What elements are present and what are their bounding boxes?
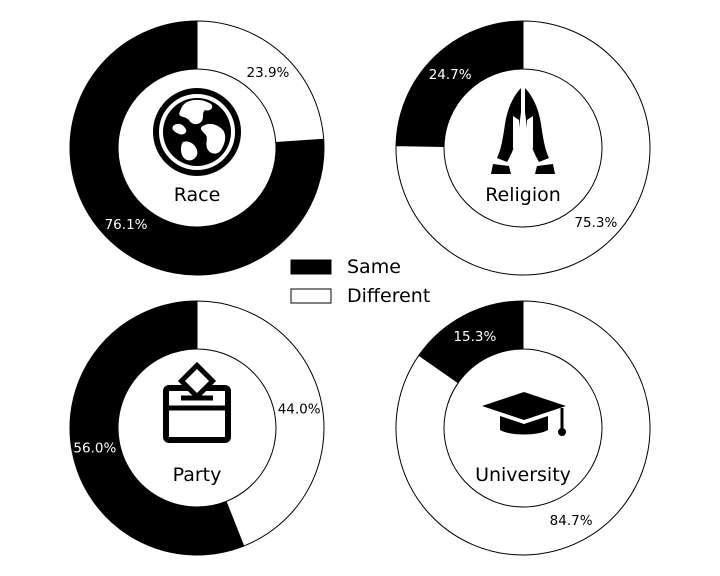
globe-icon (153, 88, 241, 176)
praying-hands-icon (491, 88, 555, 174)
pct-label-university-same: 15.3% (453, 329, 496, 345)
pct-label-race-same: 76.1% (105, 217, 148, 233)
legend-swatch-different (290, 288, 332, 304)
ballot-box-icon (163, 361, 231, 443)
slice-religion-different (395, 20, 651, 276)
center-label-party: Party (173, 464, 222, 486)
pct-label-party-different: 44.0% (278, 402, 321, 418)
slice-university-different (395, 300, 651, 556)
legend: Same Different (290, 256, 430, 307)
legend-label-different: Different (347, 285, 430, 307)
charts-group: 76.1% 23.9% Race 24.7% 75.3% Religion 56.0% 44.… (69, 20, 651, 556)
center-label-university: University (475, 464, 571, 486)
pct-label-religion-different: 75.3% (574, 215, 617, 231)
pct-label-party-same: 56.0% (73, 440, 116, 456)
slice-religion-same (395, 20, 524, 148)
center-label-race: Race (174, 184, 221, 206)
slice-race-same (69, 20, 325, 276)
pct-label-university-different: 84.7% (550, 513, 593, 529)
legend-swatch-same (290, 259, 332, 275)
legend-label-same: Same (347, 256, 401, 278)
graduation-cap-icon (482, 392, 566, 436)
pct-label-race-different: 23.9% (247, 65, 290, 81)
pct-label-religion-same: 24.7% (429, 67, 472, 83)
slice-race-different (196, 20, 325, 144)
slice-party-same (69, 300, 245, 556)
slice-party-different (196, 300, 325, 547)
center-label-religion: Religion (485, 184, 561, 206)
